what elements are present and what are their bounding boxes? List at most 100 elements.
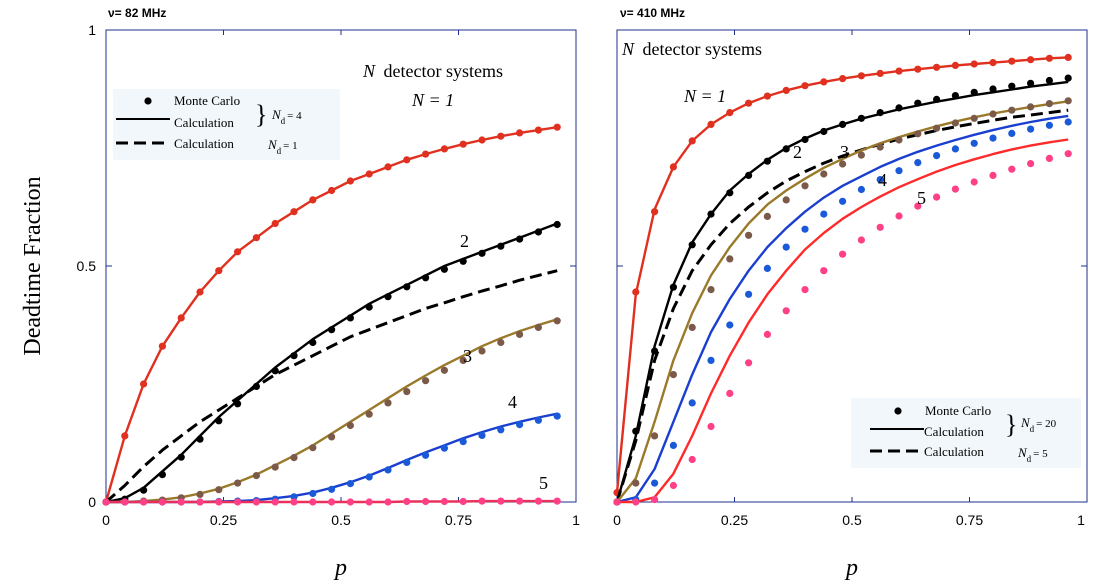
right-x-tick-025: 0.25 xyxy=(721,512,748,528)
left-series-1-point-21 xyxy=(497,242,505,250)
right-series-5-point-12 xyxy=(839,250,847,258)
left-series-1-point-23 xyxy=(534,228,543,236)
right-series-4-point-14 xyxy=(876,176,884,184)
right-series-1-point-10 xyxy=(801,135,809,144)
left-series-4-point-12 xyxy=(328,485,336,493)
right-label-n3: 3 xyxy=(840,142,849,162)
left-series-5-point-18 xyxy=(440,497,448,506)
left-series-4-point-24 xyxy=(553,412,561,420)
right-series-1-point-13 xyxy=(857,114,866,122)
left-annotation: N detector systems xyxy=(362,61,503,81)
left-legend-nd1-n: N xyxy=(267,137,278,152)
right-series-3-point-23 xyxy=(1045,100,1053,108)
left-series-0-point-22 xyxy=(516,129,524,137)
right-series-4-point-12 xyxy=(839,197,847,205)
left-series-4-point-21 xyxy=(497,426,505,434)
left-series-5-point-22 xyxy=(516,497,524,505)
right-label-n1: N = 1 xyxy=(683,86,726,106)
right-series-3-point-5 xyxy=(707,286,715,294)
right-series-4-point-6 xyxy=(726,321,734,329)
right-x-tick-0: 0 xyxy=(613,512,621,528)
right-legend-nd5: Nd = 5 xyxy=(1017,445,1048,464)
right-panel: ν= 410 MHz 0 0.25 0.5 0.75 1 p N detecto… xyxy=(613,6,1088,581)
right-legend: Monte Carlo Calculation Calculation } Nd… xyxy=(851,398,1081,468)
left-series-3-point-5 xyxy=(196,490,204,498)
right-series-3-point-14 xyxy=(876,143,884,151)
right-label-n4: 4 xyxy=(878,170,887,190)
right-series-0-point-2 xyxy=(651,208,659,216)
right-annotation-rest: detector systems xyxy=(643,39,762,59)
right-panel-title: ν= 410 MHz xyxy=(620,6,685,20)
right-series-1-point-12 xyxy=(839,120,847,128)
right-series-5-line xyxy=(617,138,1069,504)
left-series-0-point-24 xyxy=(553,123,561,131)
left-legend-nd1: Nd = 1 xyxy=(267,137,298,156)
left-series-0-point-16 xyxy=(403,156,411,164)
left-series-1-point-10 xyxy=(290,352,298,360)
right-series-5-point-8 xyxy=(763,330,772,338)
right-series-4-point-7 xyxy=(745,290,753,298)
right-series-3-point-18 xyxy=(951,119,960,127)
right-series-5-point-16 xyxy=(914,202,922,210)
right-series-5-point-21 xyxy=(1008,165,1016,173)
left-series-2-line xyxy=(105,269,558,504)
left-legend-nd4: Nd = 4 xyxy=(271,107,302,126)
left-label-n2: 2 xyxy=(460,231,469,251)
right-label-n5: 5 xyxy=(917,188,926,208)
left-series-0-point-18 xyxy=(440,145,448,153)
right-series-4-point-21 xyxy=(1008,129,1016,137)
right-series-5-point-3 xyxy=(669,481,678,490)
right-series-4-point-2 xyxy=(651,479,659,487)
right-series-0-point-15 xyxy=(895,67,903,75)
left-series-0-point-19 xyxy=(459,140,467,148)
right-series-0-point-8 xyxy=(763,92,772,100)
left-legend-nd1-sub: d xyxy=(277,146,282,156)
right-series-0-point-12 xyxy=(839,75,847,83)
left-series-3-point-16 xyxy=(403,388,411,396)
left-series-3-point-20 xyxy=(478,347,486,355)
left-series-0-point-21 xyxy=(497,132,505,140)
right-series-1-point-3 xyxy=(669,283,678,291)
left-series-4-point-18 xyxy=(440,444,448,452)
left-legend-nd4-sub: d xyxy=(281,116,286,126)
right-series-5-point-13 xyxy=(857,236,866,244)
right-series-5-point-0 xyxy=(613,498,621,506)
right-series-3-point-20 xyxy=(989,110,997,118)
left-series-3-point-23 xyxy=(534,323,543,331)
left-series-5-point-11 xyxy=(309,498,317,506)
left-label-n5: 5 xyxy=(539,473,548,493)
left-series-0-point-6 xyxy=(215,267,223,275)
left-series-0-line xyxy=(104,126,558,503)
right-series-3-point-11 xyxy=(820,170,828,178)
left-series-5-point-0 xyxy=(102,498,110,506)
right-series-4-point-19 xyxy=(970,139,978,147)
left-series-4-point-14 xyxy=(365,473,373,481)
left-series-1-point-3 xyxy=(158,471,166,479)
left-series-0-point-2 xyxy=(140,380,148,388)
right-series-1-point-24 xyxy=(1064,74,1072,82)
right-series-1-point-16 xyxy=(914,99,922,107)
left-series-0-point-5 xyxy=(196,288,204,296)
right-series-4-point-24 xyxy=(1064,118,1072,126)
left-series-5-point-14 xyxy=(365,498,373,506)
left-x-tick-075: 0.75 xyxy=(445,512,472,528)
right-series-3-point-12 xyxy=(839,160,847,168)
right-series-3-point-16 xyxy=(914,130,922,138)
right-series-3-point-13 xyxy=(857,151,866,159)
left-series-1-point-12 xyxy=(328,326,336,334)
left-panel: ν= 82 MHz 0 0.25 0.5 0.75 1 0 0.5 1 p N … xyxy=(77,6,581,581)
right-series-0-point-16 xyxy=(914,65,922,73)
right-series-4-line xyxy=(616,114,1069,504)
left-series-1-point-15 xyxy=(384,293,392,301)
left-series-5-point-3 xyxy=(158,498,166,506)
right-series-4-point-3 xyxy=(669,441,678,449)
left-series-4-point-20 xyxy=(478,431,486,439)
right-series-0-point-19 xyxy=(970,60,978,68)
right-series-0-point-9 xyxy=(782,86,790,94)
left-series-0-point-15 xyxy=(384,163,392,171)
right-series-5-point-2 xyxy=(651,496,659,504)
left-x-tick-05: 0.5 xyxy=(331,512,351,528)
left-series-3-point-15 xyxy=(384,399,392,407)
left-series-1-point-4 xyxy=(177,453,185,461)
right-series-5-point-15 xyxy=(895,212,903,220)
